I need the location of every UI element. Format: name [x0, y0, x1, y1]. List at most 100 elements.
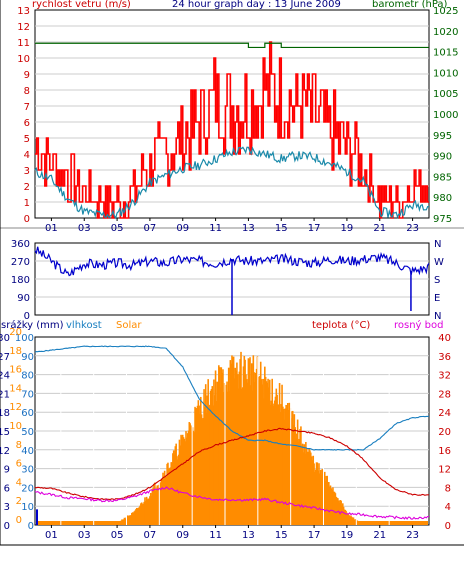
solar-bar: [305, 441, 307, 525]
wind-x-tick: 07: [144, 223, 157, 234]
solar-bar: [262, 378, 264, 525]
solar-bar: [275, 388, 278, 525]
solar-bar: [201, 419, 204, 525]
solar-bar: [319, 473, 321, 525]
solar-bar: [302, 452, 305, 525]
solar-bar: [301, 443, 304, 525]
solar-bar: [192, 431, 195, 525]
solar-y-tick: 10: [9, 421, 22, 432]
solar-bar: [227, 367, 230, 525]
solar-bar: [179, 445, 182, 525]
solar-label: Solar: [116, 320, 142, 331]
solar-bar: [197, 400, 200, 525]
solar-bar: [323, 471, 326, 525]
solar-bar: [263, 398, 265, 525]
wind-y-tick: 0: [24, 214, 30, 225]
solar-bar: [314, 469, 317, 525]
solar-bar: [332, 491, 335, 525]
baro-y-tick: 990: [433, 152, 452, 163]
solar-bar: [346, 513, 349, 525]
wind-x-tick: 19: [341, 223, 354, 234]
solar-bar: [282, 408, 285, 525]
solar-bar: [328, 486, 331, 525]
solar-bar: [243, 355, 246, 525]
solar-bar: [312, 455, 315, 525]
solar-bar: [239, 359, 241, 525]
direction-y-tick: 270: [11, 257, 30, 268]
solar-bar: [216, 381, 219, 525]
solar-bar: [194, 406, 196, 525]
humidity-y-tick: 0: [28, 521, 34, 532]
solar-bar: [278, 383, 281, 525]
solar-bar: [280, 404, 283, 525]
solar-bar: [228, 391, 231, 525]
solar-bar: [168, 468, 171, 525]
solar-bar: [175, 443, 177, 525]
solar-bar: [332, 487, 334, 525]
solar-bar: [230, 363, 232, 525]
solar-bar: [245, 374, 247, 525]
wind-x-tick: 11: [209, 223, 222, 234]
solar-bar: [316, 462, 319, 525]
solar-bar: [195, 408, 197, 525]
rain-y-tick: 27: [0, 352, 10, 363]
solar-bar: [293, 414, 296, 525]
solar-bar: [200, 414, 203, 525]
solar-bar: [341, 503, 344, 525]
solar-bar: [273, 405, 275, 525]
humidity-y-tick: 80: [21, 371, 34, 382]
solar-bar: [173, 454, 176, 525]
wind-y-tick: 11: [17, 38, 30, 49]
solar-bar: [279, 412, 282, 525]
solar-bar: [160, 478, 163, 525]
wind-y-tick: 2: [24, 182, 30, 193]
wind-x-tick: 17: [308, 223, 321, 234]
wind-x-tick: 21: [373, 223, 386, 234]
solar-bar: [333, 491, 336, 525]
solar-bar: [146, 499, 149, 525]
solar-bar: [317, 470, 319, 525]
direction-compass-tick: N: [434, 239, 441, 250]
solar-y-tick: 16: [9, 365, 22, 376]
solar-bar: [219, 387, 222, 525]
baro-y-tick: 995: [433, 131, 452, 142]
solar-bar: [296, 419, 299, 525]
solar-bar: [349, 516, 351, 525]
climate-x-tick: 21: [373, 530, 386, 541]
solar-bar: [208, 407, 210, 525]
solar-bar: [135, 509, 137, 525]
solar-bar: [232, 357, 234, 525]
baro-series-line: [35, 42, 429, 49]
direction-compass-tick: N: [434, 311, 441, 322]
temp-y-tick: 28: [438, 389, 451, 400]
solar-bar: [300, 426, 302, 525]
solar-bar: [135, 507, 138, 525]
solar-bar: [300, 445, 303, 525]
solar-bar: [126, 515, 129, 525]
solar-y-tick: 4: [16, 477, 22, 488]
solar-bar: [144, 500, 147, 525]
solar-bar: [270, 400, 273, 525]
solar-bar: [342, 506, 345, 525]
temp-y-tick: 20: [438, 427, 451, 438]
solar-bar: [330, 488, 333, 525]
solar-bar: [321, 469, 324, 525]
page-title: 24 hour graph day : 13 June 2009: [172, 0, 341, 10]
solar-bar: [220, 367, 223, 525]
rain-y-tick: 9: [4, 465, 10, 476]
solar-bar: [309, 450, 311, 525]
wind-y-tick: 13: [17, 6, 30, 17]
temp-y-tick: 40: [438, 333, 451, 344]
climate-x-tick: 15: [275, 530, 288, 541]
solar-bar: [202, 417, 205, 525]
solar-bar: [297, 441, 300, 525]
solar-bar: [212, 405, 214, 525]
direction-y-tick: 0: [24, 311, 30, 322]
solar-bar: [213, 395, 216, 525]
direction-compass-tick: S: [434, 275, 440, 286]
temp-y-tick: 4: [445, 502, 451, 513]
solar-bar: [306, 451, 309, 525]
solar-bar: [287, 410, 290, 525]
solar-bar: [251, 390, 254, 525]
avg-wind-series-line: [34, 146, 430, 220]
